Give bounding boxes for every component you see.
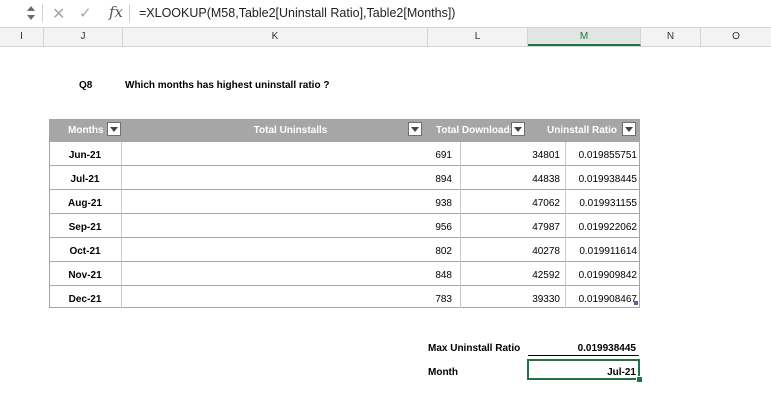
cell-ratio[interactable]: 0.019931155 [579,198,637,209]
cell-month[interactable]: Oct-21 [69,246,101,257]
divider [42,4,43,22]
column-divider [460,142,461,308]
table-row[interactable]: Sep-21 956 47987 0.019922062 [49,214,640,238]
table-header-row: Months Total Uninstalls Total Downloads … [49,119,640,142]
cell-ratio[interactable]: 0.019855751 [578,150,637,161]
divider [129,4,130,22]
cell-month[interactable]: Jun-21 [68,150,102,161]
chevron-down-icon[interactable] [27,15,35,20]
column-header-i[interactable]: I [0,28,44,46]
column-header-o[interactable]: O [732,31,740,42]
cell-underline [528,355,639,356]
month-label: Month [428,367,458,378]
name-box-stepper[interactable] [26,3,38,25]
fill-handle[interactable] [636,376,643,383]
cell-uninstalls[interactable]: 783 [435,294,452,305]
cell-downloads[interactable]: 44838 [532,174,560,185]
cell-month[interactable]: Sep-21 [68,222,102,233]
cell-ratio[interactable]: 0.019909842 [578,270,637,281]
cell-uninstalls[interactable]: 956 [435,222,452,233]
cell-ratio[interactable]: 0.019938445 [578,174,637,185]
cell-month[interactable]: Jul-21 [70,174,100,185]
cell-downloads[interactable]: 42592 [532,270,560,281]
column-divider [121,142,122,308]
cell-uninstalls[interactable]: 691 [435,150,452,161]
filter-dropdown-downloads-icon[interactable] [511,122,525,136]
question-number: Q8 [79,80,93,91]
cell-month[interactable]: Nov-21 [68,270,102,281]
enter-icon[interactable]: ✓ [79,5,92,22]
table-row[interactable]: Jul-21 894 44838 0.019938445 [49,166,640,190]
table-row[interactable]: Oct-21 802 40278 0.019911614 [49,238,640,262]
table-resize-handle[interactable] [634,301,638,305]
cell-uninstalls[interactable]: 848 [435,270,452,281]
column-header-m[interactable]: M [528,28,641,46]
cell-downloads[interactable]: 34801 [532,150,560,161]
max-ratio-label: Max Uninstall Ratio [428,343,521,354]
chevron-up-icon[interactable] [27,6,35,11]
cell-uninstalls[interactable]: 894 [435,174,452,185]
header-uninstall-ratio: Uninstall Ratio [547,125,618,136]
header-months: Months [68,125,104,136]
filter-dropdown-ratio-icon[interactable] [622,122,636,136]
formula-input[interactable]: =XLOOKUP(M58,Table2[Uninstall Ratio],Tab… [139,6,456,20]
selected-cell[interactable] [527,359,640,380]
cell-downloads[interactable]: 47062 [532,198,560,209]
insert-function-icon[interactable]: fx [109,3,124,21]
cell-month[interactable]: Aug-21 [68,198,102,209]
header-total-downloads: Total Downloads [436,125,516,136]
column-header-k[interactable]: K [123,28,428,46]
column-headers: I J K L M N O [0,28,771,47]
table-border [49,119,50,308]
table-row[interactable]: Jun-21 691 34801 0.019855751 [49,142,640,166]
cell-downloads[interactable]: 40278 [532,246,560,257]
column-header-j[interactable]: J [44,28,123,46]
result-month-value[interactable]: Jul-21 [607,367,636,378]
cell-ratio[interactable]: 0.019922062 [578,222,637,233]
column-header-l[interactable]: L [428,28,528,46]
cell-month[interactable]: Dec-21 [68,294,102,305]
cell-uninstalls[interactable]: 938 [435,198,452,209]
table-row[interactable]: Aug-21 938 47062 0.019931155 [49,190,640,214]
filter-dropdown-uninstalls-icon[interactable] [408,122,422,136]
filter-dropdown-months-icon[interactable] [107,122,121,136]
cancel-icon[interactable]: ✕ [52,6,66,23]
table-border [639,119,640,308]
column-header-n[interactable]: N [641,28,701,46]
formula-bar: ✕ ✓ fx =XLOOKUP(M58,Table2[Uninstall Rat… [0,0,771,28]
cell-uninstalls[interactable]: 802 [435,246,452,257]
header-total-uninstalls: Total Uninstalls [253,125,328,136]
table-row[interactable]: Dec-21 783 39330 0.019908467 [49,286,640,308]
cell-ratio[interactable]: 0.019911614 [579,246,637,257]
question-text: Which months has highest uninstall ratio… [125,80,330,91]
table-row[interactable]: Nov-21 848 42592 0.019909842 [49,262,640,286]
cell-ratio[interactable]: 0.019908467 [578,294,637,305]
cell-downloads[interactable]: 39330 [532,294,560,305]
column-divider [565,142,566,308]
max-ratio-value[interactable]: 0.019938445 [577,343,636,354]
cell-downloads[interactable]: 47987 [532,222,560,233]
